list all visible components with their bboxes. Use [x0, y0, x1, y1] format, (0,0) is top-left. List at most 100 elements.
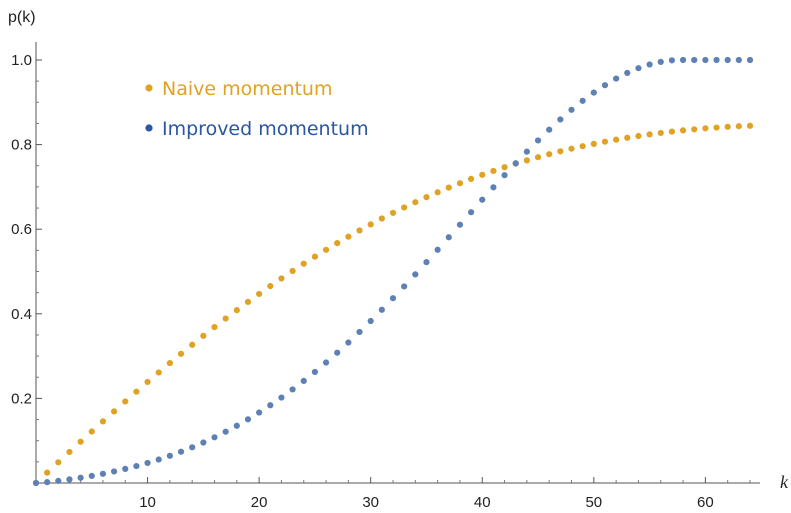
data-point	[479, 171, 486, 178]
data-point	[99, 470, 107, 477]
axes	[35, 42, 760, 484]
data-point	[267, 282, 274, 290]
data-point	[702, 56, 709, 64]
data-point	[155, 456, 162, 463]
data-point	[122, 465, 129, 473]
data-point	[635, 65, 642, 72]
data-point	[378, 306, 385, 313]
data-point	[110, 468, 118, 475]
data-point	[691, 126, 698, 133]
data-point	[713, 124, 720, 131]
data-point	[679, 127, 687, 134]
data-point	[55, 477, 62, 484]
data-point	[233, 422, 240, 429]
data-point	[635, 132, 642, 140]
data-point	[367, 317, 374, 325]
data-point	[668, 128, 676, 135]
data-point	[166, 359, 173, 367]
data-point	[501, 172, 508, 179]
series-naive-momentum	[32, 122, 754, 487]
data-point	[434, 246, 441, 253]
data-point	[434, 189, 441, 196]
data-point	[534, 154, 542, 161]
data-point	[300, 377, 307, 384]
data-point	[401, 283, 408, 290]
data-point	[77, 438, 84, 445]
data-point	[211, 323, 218, 331]
data-point	[334, 349, 341, 356]
series-layer	[32, 56, 754, 487]
data-point	[702, 125, 709, 132]
data-point	[501, 164, 508, 171]
data-point	[289, 267, 296, 275]
data-point	[724, 123, 731, 130]
data-point	[110, 408, 118, 415]
legend-label-naive-momentum: Naive momentum	[162, 78, 332, 100]
data-point	[546, 151, 553, 158]
data-point	[557, 148, 564, 155]
data-point	[267, 402, 274, 409]
data-point	[568, 145, 575, 152]
data-point	[367, 221, 374, 228]
data-point	[613, 136, 620, 143]
x-tick-label: 20	[251, 494, 268, 511]
data-point	[133, 388, 140, 395]
data-point	[334, 240, 341, 247]
data-point	[490, 184, 497, 191]
data-point	[99, 418, 107, 425]
data-point	[646, 61, 653, 68]
data-point	[467, 175, 475, 183]
data-point	[311, 368, 319, 376]
data-point	[278, 394, 285, 401]
data-point	[657, 58, 664, 65]
data-point	[144, 378, 151, 386]
data-point	[601, 138, 609, 145]
data-point	[356, 227, 363, 234]
data-point	[590, 140, 597, 147]
data-point	[490, 167, 497, 175]
data-point	[233, 307, 240, 314]
data-point	[479, 196, 486, 203]
data-point	[456, 180, 464, 187]
data-point	[322, 246, 330, 253]
data-point	[713, 56, 720, 64]
data-point	[177, 448, 185, 455]
data-point	[445, 234, 452, 241]
data-point	[88, 472, 95, 479]
y-axis-label: p(k)	[8, 9, 36, 26]
data-point	[557, 116, 564, 123]
legend-label-improved-momentum: Improved momentum	[162, 118, 369, 140]
data-point	[624, 69, 631, 76]
x-axis-label: k	[780, 472, 789, 492]
data-point	[66, 476, 73, 483]
data-point	[77, 474, 84, 481]
y-tick-label: 1.0	[11, 52, 32, 69]
y-tick-label: 0.8	[11, 137, 32, 154]
data-point	[44, 469, 51, 476]
data-point	[523, 148, 530, 155]
data-point	[155, 369, 162, 376]
data-point	[88, 428, 95, 435]
data-point	[166, 452, 173, 459]
data-point	[657, 129, 664, 137]
data-point	[456, 221, 464, 228]
data-point	[691, 56, 698, 64]
legend-marker-improved-momentum	[145, 124, 153, 132]
data-point	[44, 479, 51, 486]
x-tick-label: 60	[697, 494, 714, 511]
data-point	[378, 215, 385, 222]
data-point	[401, 204, 408, 211]
data-point	[579, 97, 586, 104]
data-point	[590, 89, 597, 96]
data-point	[546, 126, 553, 133]
y-tick-label: 0.2	[11, 390, 32, 407]
data-point	[289, 386, 296, 393]
x-tick-label: 30	[362, 494, 379, 511]
data-point	[222, 315, 229, 322]
data-point	[300, 260, 307, 267]
data-point	[624, 134, 631, 141]
data-point	[256, 290, 263, 298]
data-point	[211, 434, 218, 441]
data-point	[177, 350, 185, 357]
